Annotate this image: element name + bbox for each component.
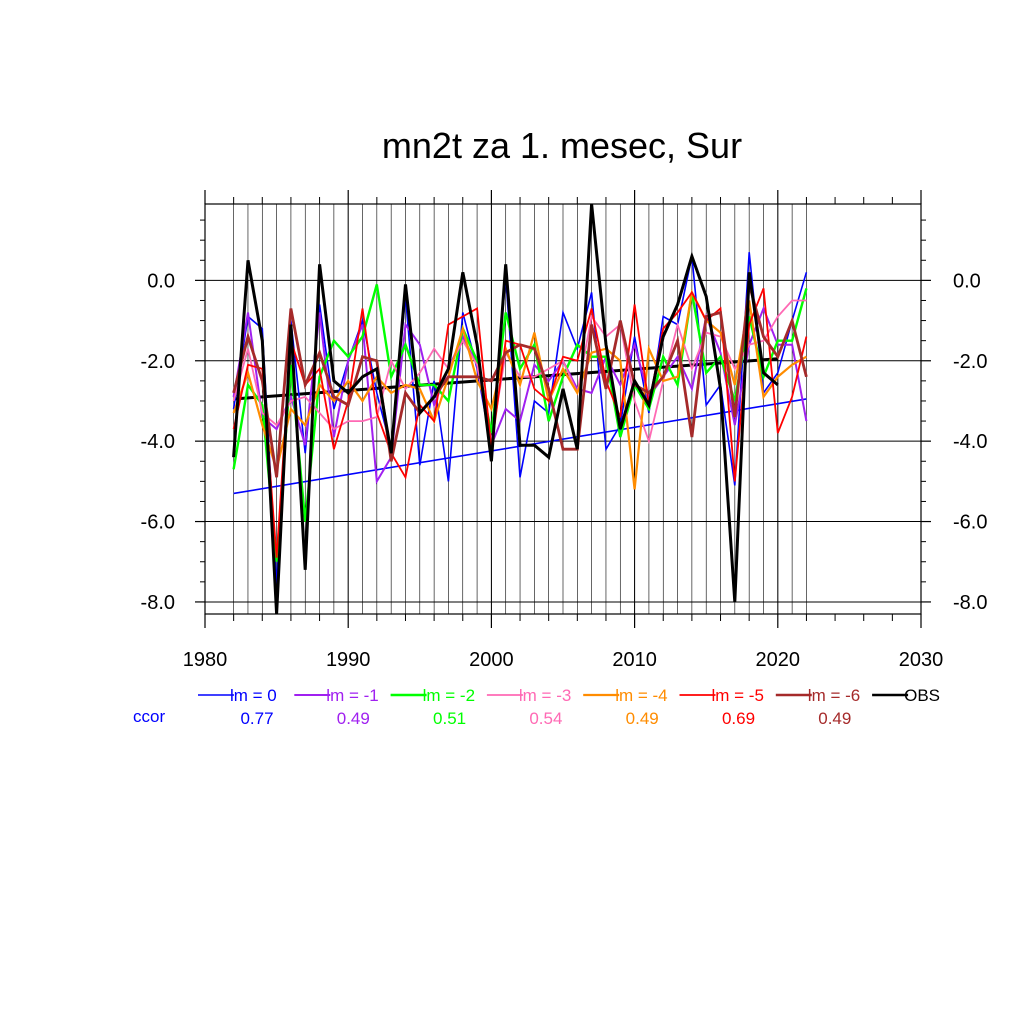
legend: lm = 0 lm = -1 lm = -2 lm = -3 lm = -4 lm = -… (133, 686, 940, 728)
y-tick-label-left: -6.0 (141, 512, 175, 534)
ccor-value: 0.77 (240, 709, 273, 728)
x-tick-label: 1980 (183, 649, 228, 671)
legend-label: lm = -6 (808, 686, 860, 705)
y-tick-label-left: -2.0 (141, 351, 175, 373)
axis-ticks (195, 190, 931, 628)
y-tick-label-right: 0.0 (953, 270, 981, 292)
y-tick-label-left: 0.0 (147, 270, 175, 292)
legend-label: lm = -1 (326, 686, 378, 705)
x-tick-label: 2020 (756, 649, 801, 671)
ccor-value: 0.54 (529, 709, 562, 728)
y-tick-label-right: -6.0 (953, 512, 987, 534)
chart-title: mn2t za 1. mesec, Sur (382, 125, 742, 166)
ccor-value: 0.51 (433, 709, 466, 728)
legend-label: lm = -4 (615, 686, 667, 705)
y-tick-label-right: -8.0 (953, 592, 987, 614)
legend-label: OBS (904, 686, 940, 705)
plot-frame (204, 203, 922, 615)
y-tick-label-left: -8.0 (141, 592, 175, 614)
legend-label: lm = -5 (712, 686, 764, 705)
series-line (232, 203, 779, 615)
y-tick-label-right: -4.0 (953, 431, 987, 453)
x-tick-label: 1990 (326, 649, 371, 671)
legend-label: lm = 0 (230, 686, 277, 705)
ccor-value: 0.49 (337, 709, 370, 728)
ccor-value: 0.49 (818, 709, 851, 728)
ccor-label: ccor (133, 707, 165, 726)
legend-label: lm = -2 (423, 686, 475, 705)
ccor-value: 0.69 (722, 709, 755, 728)
series-lines (232, 203, 808, 615)
y-tick-label-right: -2.0 (953, 351, 987, 373)
x-tick-label: 2030 (899, 649, 944, 671)
series-line (232, 252, 808, 586)
legend-label: lm = -3 (519, 686, 571, 705)
x-tick-label: 2000 (469, 649, 514, 671)
ccor-value: 0.49 (626, 709, 659, 728)
y-tick-label-left: -4.0 (141, 431, 175, 453)
series-line (232, 284, 808, 478)
x-tick-label: 2010 (612, 649, 657, 671)
axis-tick-labels: 1980 1990 2000 2010 2020 2030 0.0 0.0 -2.0 -2.0 -4… (141, 270, 988, 671)
